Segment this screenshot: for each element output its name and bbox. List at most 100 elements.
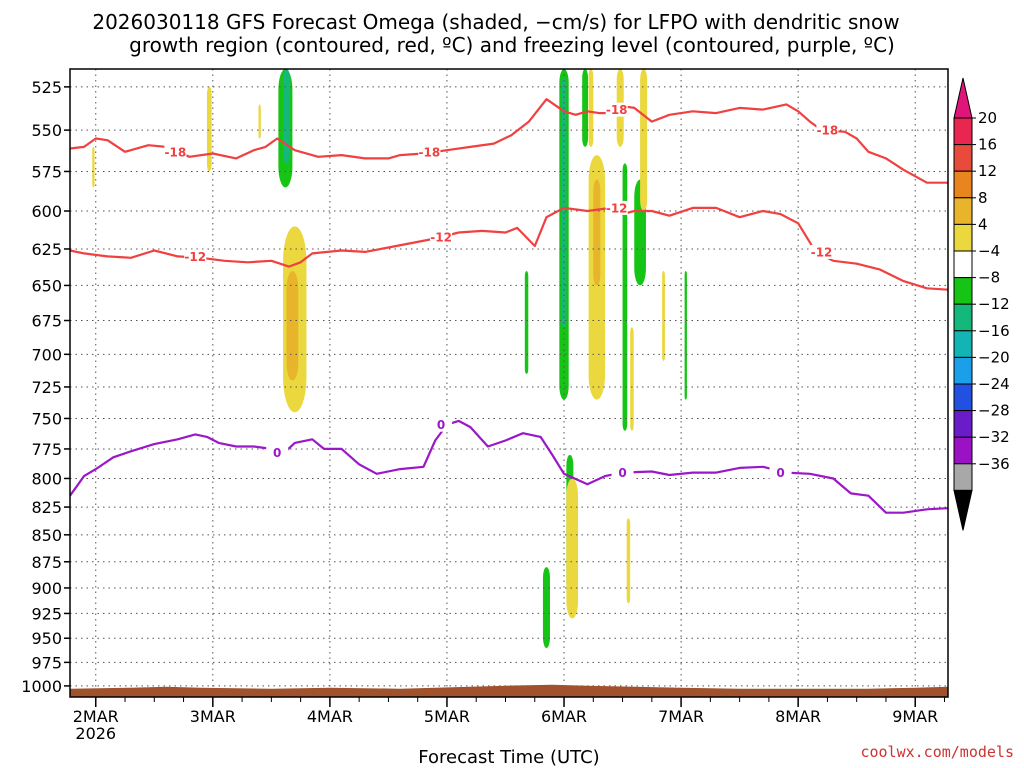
- omega-shading: [92, 69, 687, 648]
- y-tick-label-550: 550: [31, 121, 62, 140]
- x-tick-label-4MAR: 4MAR: [307, 707, 353, 726]
- colorbar-label-12: −32: [978, 428, 1010, 446]
- colorbar-segment-13: [953, 463, 973, 491]
- contour-label-4: -12: [184, 250, 206, 264]
- contour-label-1: -18: [419, 145, 441, 159]
- contour-label-bg-1: [418, 144, 441, 159]
- contour-label-bg-7: [810, 244, 833, 259]
- chart-title-line1: 2026030118 GFS Forecast Omega (shaded, −…: [92, 10, 899, 34]
- omega-shaded-region-10: [582, 69, 589, 147]
- y-tick-label-775: 775: [31, 440, 62, 459]
- y-tick-label-950: 950: [31, 629, 62, 648]
- contour-label-bg-2: [605, 102, 628, 117]
- colorbar-label-7: −12: [978, 295, 1010, 313]
- y-axis: 525 550 575 600 625 650 675 700 725 750 775 800 825 8…: [21, 78, 70, 696]
- colorbar-segment-12: [953, 436, 973, 465]
- omega-shaded-region-8: [561, 77, 567, 328]
- colorbar-label-11: −28: [978, 402, 1010, 420]
- colorbar: 20 16 12 8 4 −4 −8 −12 −16 −20 −24 −28 −32 −36: [953, 77, 1010, 531]
- contour-label-11: 0: [776, 466, 784, 480]
- y-tick-label-650: 650: [31, 276, 62, 295]
- y-tick-label-925: 925: [31, 604, 62, 623]
- y-tick-label-975: 975: [31, 653, 62, 672]
- omega-shaded-region-15: [622, 163, 628, 431]
- colorbar-segment-0: [953, 117, 973, 146]
- y-tick-label-600: 600: [31, 202, 62, 221]
- colorbar-label-9: −20: [978, 348, 1010, 366]
- x-tick-label-9MAR: 9MAR: [892, 707, 938, 726]
- y-tick-label-675: 675: [31, 312, 62, 331]
- y-tick-label-625: 625: [31, 240, 62, 259]
- x-tick-label-2MAR: 2MAR: [73, 707, 119, 726]
- contour-label-2: -18: [606, 103, 628, 117]
- contour-label-bg-6: [605, 200, 628, 215]
- y-tick-label-750: 750: [31, 409, 62, 428]
- x-axis-label: Forecast Time (UTC): [418, 747, 599, 768]
- colorbar-segment-9: [953, 356, 973, 385]
- contour-line-0--18: [69, 98, 948, 184]
- y-tick-label-800: 800: [31, 469, 62, 488]
- colorbar-label-5: −4: [978, 242, 1000, 260]
- omega-shaded-region-19: [662, 271, 665, 361]
- omega-shaded-region-24: [626, 518, 631, 604]
- colorbar-label-0: 20: [978, 109, 997, 127]
- contour-label-10: 0: [618, 466, 626, 480]
- omega-shaded-region-1: [283, 69, 291, 164]
- credit-text: coolwx.com/models: [860, 743, 1014, 761]
- contour-label-8: 0: [273, 446, 281, 460]
- colorbar-top-arrow: [953, 77, 973, 119]
- plot-area: -18 -18 -18 -18 -12 -12 -12 -12 0 0 0 0: [69, 68, 949, 698]
- colorbar-label-1: 16: [978, 136, 997, 154]
- contour-label-6: -12: [606, 201, 628, 215]
- colorbar-segment-6: [953, 277, 973, 305]
- contour-label-bg-0: [164, 144, 187, 159]
- x-tick-label-7MAR: 7MAR: [658, 707, 704, 726]
- x-tick-label-6MAR: 6MAR: [541, 707, 587, 726]
- contour-labels: -18 -18 -18 -18 -12 -12 -12 -12 0 0 0 0: [164, 102, 839, 480]
- y-tick-label-700: 700: [31, 345, 62, 364]
- y-tick-label-825: 825: [31, 498, 62, 517]
- plot-background: [70, 69, 948, 697]
- y-tick-label-900: 900: [31, 579, 62, 598]
- y-tick-label-850: 850: [31, 526, 62, 545]
- x-tick-label-5MAR: 5MAR: [424, 707, 470, 726]
- omega-shaded-region-3: [286, 271, 299, 381]
- colorbar-label-13: −36: [978, 455, 1010, 473]
- colorbar-segment-3: [953, 197, 973, 225]
- contour-label-3: -18: [817, 124, 839, 138]
- contour-label-0: -18: [165, 145, 187, 159]
- colorbar-segment-8: [953, 330, 973, 358]
- colorbar-segment-10: [953, 383, 973, 412]
- omega-shaded-region-23: [566, 478, 579, 619]
- colorbar-segment-2: [953, 170, 973, 199]
- contour-line-1--12: [69, 206, 949, 291]
- colorbar-bottom-arrow: [953, 489, 973, 531]
- contour-label-bg-9: [430, 417, 453, 432]
- colorbar-label-6: −8: [978, 269, 1000, 287]
- contour-label-bg-11: [769, 465, 792, 480]
- colorbar-label-10: −24: [978, 375, 1010, 393]
- omega-shaded-region-21: [542, 567, 550, 648]
- x-tick-sublabel-year: 2026: [75, 724, 116, 743]
- gridlines: [70, 69, 948, 697]
- contour-label-7: -12: [811, 245, 833, 259]
- colorbar-segment-4: [953, 223, 973, 252]
- contour-label-bg-3: [816, 123, 839, 138]
- y-tick-label-875: 875: [31, 553, 62, 572]
- colorbar-segment-11: [953, 410, 973, 438]
- plot-frame: [69, 68, 949, 698]
- omega-shaded-region-9: [524, 271, 529, 375]
- omega-shaded-region-13: [588, 69, 594, 147]
- colorbar-label-4: 4: [978, 215, 988, 233]
- omega-shaded-region-18: [630, 327, 634, 431]
- x-tick-label-3MAR: 3MAR: [190, 707, 236, 726]
- omega-shaded-region-4: [206, 86, 212, 172]
- colorbar-label-3: 8: [978, 189, 988, 207]
- colorbar-segment-7: [953, 303, 973, 332]
- contour-label-5: -12: [430, 230, 452, 244]
- contour-label-bg-10: [611, 465, 634, 480]
- colorbar-segment-5: [953, 250, 973, 279]
- colorbar-label-2: 12: [978, 162, 997, 180]
